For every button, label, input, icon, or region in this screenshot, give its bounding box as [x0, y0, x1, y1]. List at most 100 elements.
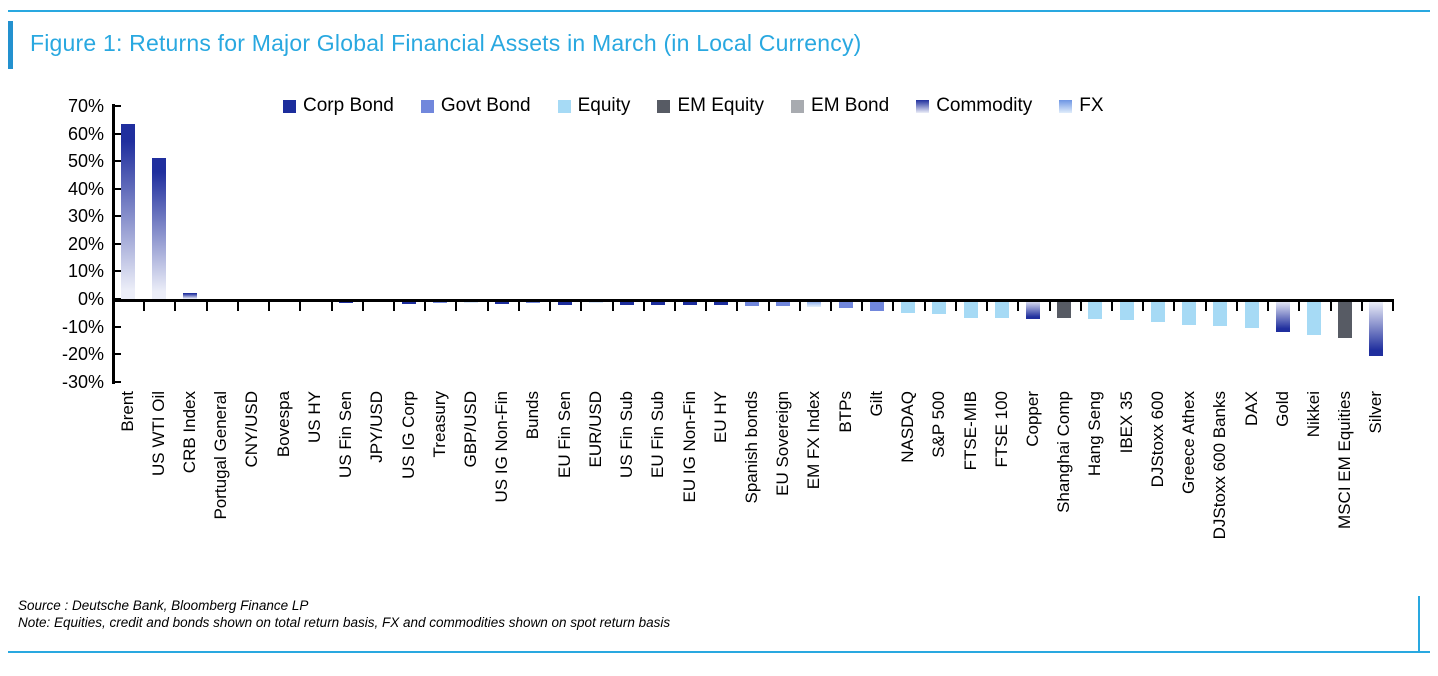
x-axis-tick — [861, 301, 864, 311]
bar-spanish-bonds — [745, 299, 759, 306]
x-category-label: DJStoxx 600 Banks — [1210, 391, 1230, 540]
bar-ibex-35 — [1119, 299, 1134, 321]
legend-swatch-em_bond-icon — [791, 99, 805, 113]
x-category-label: FTSE 100 — [991, 391, 1011, 468]
bar-crb-index — [183, 293, 198, 299]
legend-item-em_equity: EM Equity — [657, 95, 764, 117]
legend-swatch-govt_bond-icon — [420, 99, 434, 113]
x-category-label: Bovespa — [273, 391, 293, 458]
bar-gold — [1275, 299, 1290, 333]
y-tick-label: 60% — [67, 123, 104, 144]
bar-us-wti-oil — [151, 158, 166, 299]
x-axis-tick — [1392, 301, 1394, 311]
legend-item-govt_bond: Govt Bond — [420, 95, 531, 117]
bar-eu-fin-sub — [651, 299, 666, 306]
x-category-label: EU HY — [710, 391, 730, 443]
x-category-label: Copper — [1022, 391, 1042, 447]
x-axis-tick — [1235, 301, 1238, 311]
y-tick-label: 10% — [67, 261, 104, 282]
x-axis-tick — [1360, 301, 1363, 311]
legend-item-equity: Equity — [557, 95, 631, 117]
legend-item-corp_bond: Corp Bond — [283, 95, 394, 117]
legend-label-em_bond: EM Bond — [811, 95, 890, 116]
legend-swatch-em_equity-icon — [657, 99, 671, 113]
bar-shanghai-comp — [1057, 299, 1072, 319]
x-axis-tick — [736, 301, 739, 311]
x-category-label: CNY/USD — [242, 391, 262, 468]
y-axis-tick — [114, 353, 121, 356]
x-axis-tick — [580, 301, 583, 311]
legend-swatch-commodity-icon — [916, 99, 930, 113]
y-tick-label: 30% — [67, 206, 104, 227]
legend-swatch-fx-icon — [1059, 99, 1073, 113]
source-note: Source : Deutsche Bank, Bloomberg Financ… — [18, 598, 309, 613]
x-axis-tick — [455, 301, 458, 311]
methodology-note: Note: Equities, credit and bonds shown o… — [18, 615, 671, 630]
x-category-label: Hang Seng — [1085, 391, 1105, 477]
x-axis-tick — [392, 301, 395, 311]
x-axis-tick — [517, 301, 520, 311]
legend-swatch-corp_bond-icon — [283, 99, 296, 113]
bar-msci-em-equities — [1338, 299, 1353, 339]
y-tick-label: 0% — [77, 289, 104, 309]
x-category-label: EM FX Index — [804, 391, 824, 490]
figure-left-accent-bar — [8, 21, 13, 69]
legend-label-corp_bond: Corp Bond — [303, 95, 394, 116]
x-axis-tick — [1017, 301, 1020, 311]
x-axis-tick — [549, 301, 552, 311]
y-tick-label: 50% — [67, 151, 104, 172]
x-axis-tick — [705, 301, 708, 311]
y-tick-label: 70% — [67, 96, 104, 116]
bar-btps — [838, 299, 853, 308]
x-category-label: Silver — [1366, 391, 1386, 434]
bar-nikkei — [1306, 299, 1321, 336]
y-tick-label: -20% — [61, 344, 104, 365]
y-axis-tick — [114, 215, 121, 218]
x-axis-tick — [611, 301, 614, 311]
bar-dax — [1244, 299, 1259, 328]
x-axis-tick — [1048, 301, 1051, 311]
x-axis-tick — [954, 301, 957, 311]
bar-djstoxx-600 — [1150, 299, 1165, 323]
y-tick-label: -30% — [61, 371, 104, 392]
x-category-label: EU Fin Sen — [554, 391, 574, 478]
x-category-label: Nikkei — [1303, 391, 1323, 438]
x-axis-tick — [1204, 301, 1207, 311]
x-axis-tick — [1329, 301, 1332, 311]
x-axis-tick — [143, 301, 146, 311]
x-category-label: EU IG Non-Fin — [679, 391, 699, 503]
x-axis-tick — [174, 301, 177, 311]
x-category-label: DAX — [1241, 391, 1261, 426]
x-category-label: US Fin Sen — [336, 391, 356, 478]
x-axis-tick — [673, 301, 676, 311]
legend-label-equity: Equity — [577, 95, 631, 116]
y-axis-tick — [114, 160, 121, 163]
bar-ftse-100 — [994, 299, 1009, 319]
x-category-label: EU Sovereign — [773, 391, 793, 496]
figure-right-accent-bar — [1418, 596, 1420, 651]
legend-item-commodity: Commodity — [916, 95, 1032, 117]
bar-eu-hy — [713, 299, 728, 306]
x-axis-tick — [830, 301, 833, 311]
legend-label-fx: FX — [1079, 95, 1104, 116]
x-category-label: Gold — [1272, 391, 1292, 427]
x-axis-tick — [1173, 301, 1176, 311]
x-category-label: IBEX 35 — [1116, 391, 1136, 454]
legend-label-commodity: Commodity — [936, 95, 1033, 116]
x-category-label: Greece Athex — [1179, 391, 1199, 495]
bar-brent — [120, 123, 135, 299]
x-axis-tick — [1079, 301, 1082, 311]
x-axis-tick — [986, 301, 989, 311]
x-category-label: Shanghai Comp — [1054, 391, 1074, 513]
y-axis-tick — [114, 270, 121, 273]
x-category-label: Portugal General — [211, 391, 231, 520]
x-axis-tick — [236, 301, 239, 311]
x-category-label: EUR/USD — [585, 391, 605, 468]
legend-swatch-equity-icon — [557, 99, 571, 113]
bar-eu-sovereign — [776, 299, 791, 307]
bar-s-p-500 — [932, 299, 947, 314]
x-axis-tick — [892, 301, 895, 311]
y-axis-tick — [114, 325, 121, 328]
bar-ftse-mib — [963, 299, 978, 318]
